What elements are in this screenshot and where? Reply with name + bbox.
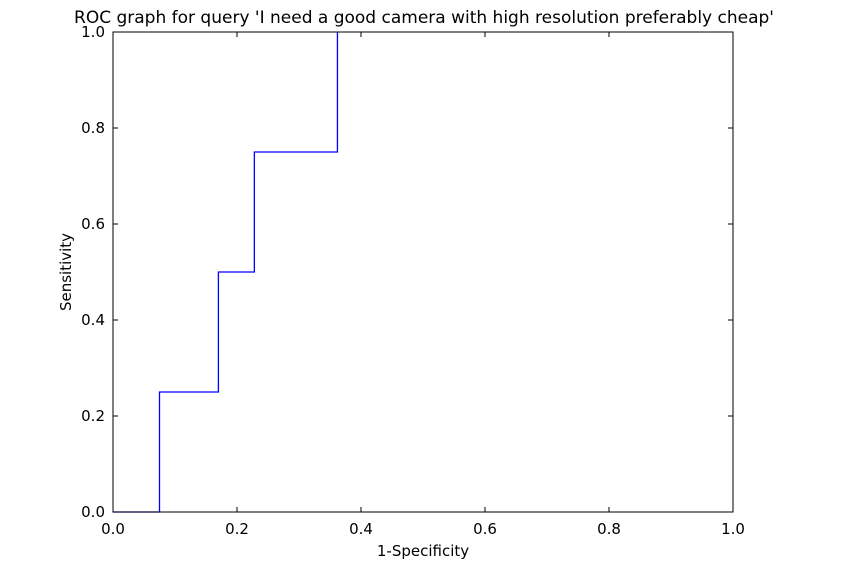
plot-area: 0.0 0.2 0.4 0.6 0.8 1.0 0.0 0.2 0.4 0.6 0.8 1.0	[81, 23, 745, 538]
x-tick-label: 1.0	[721, 520, 745, 538]
x-tick-label: 0.4	[349, 520, 373, 538]
y-tick-label: 0.8	[81, 119, 105, 137]
y-axis-label: Sensitivity	[57, 233, 75, 311]
x-tick-label: 0.2	[225, 520, 249, 538]
y-tick-label: 0.2	[81, 407, 105, 425]
x-tick-label: 0.0	[101, 520, 125, 538]
chart-title: ROC graph for query 'I need a good camer…	[74, 8, 774, 28]
plot-frame	[112, 31, 734, 513]
y-tick-label: 0.0	[81, 503, 105, 521]
x-tick-label: 0.8	[597, 520, 621, 538]
x-axis-label: 1-Specificity	[377, 542, 469, 560]
roc-series-line-1	[113, 32, 339, 513]
y-tick-label: 0.4	[81, 311, 105, 329]
y-tick-label: 0.6	[81, 215, 105, 233]
x-tick-label: 0.6	[473, 520, 497, 538]
y-tick-label: 1.0	[81, 23, 105, 41]
